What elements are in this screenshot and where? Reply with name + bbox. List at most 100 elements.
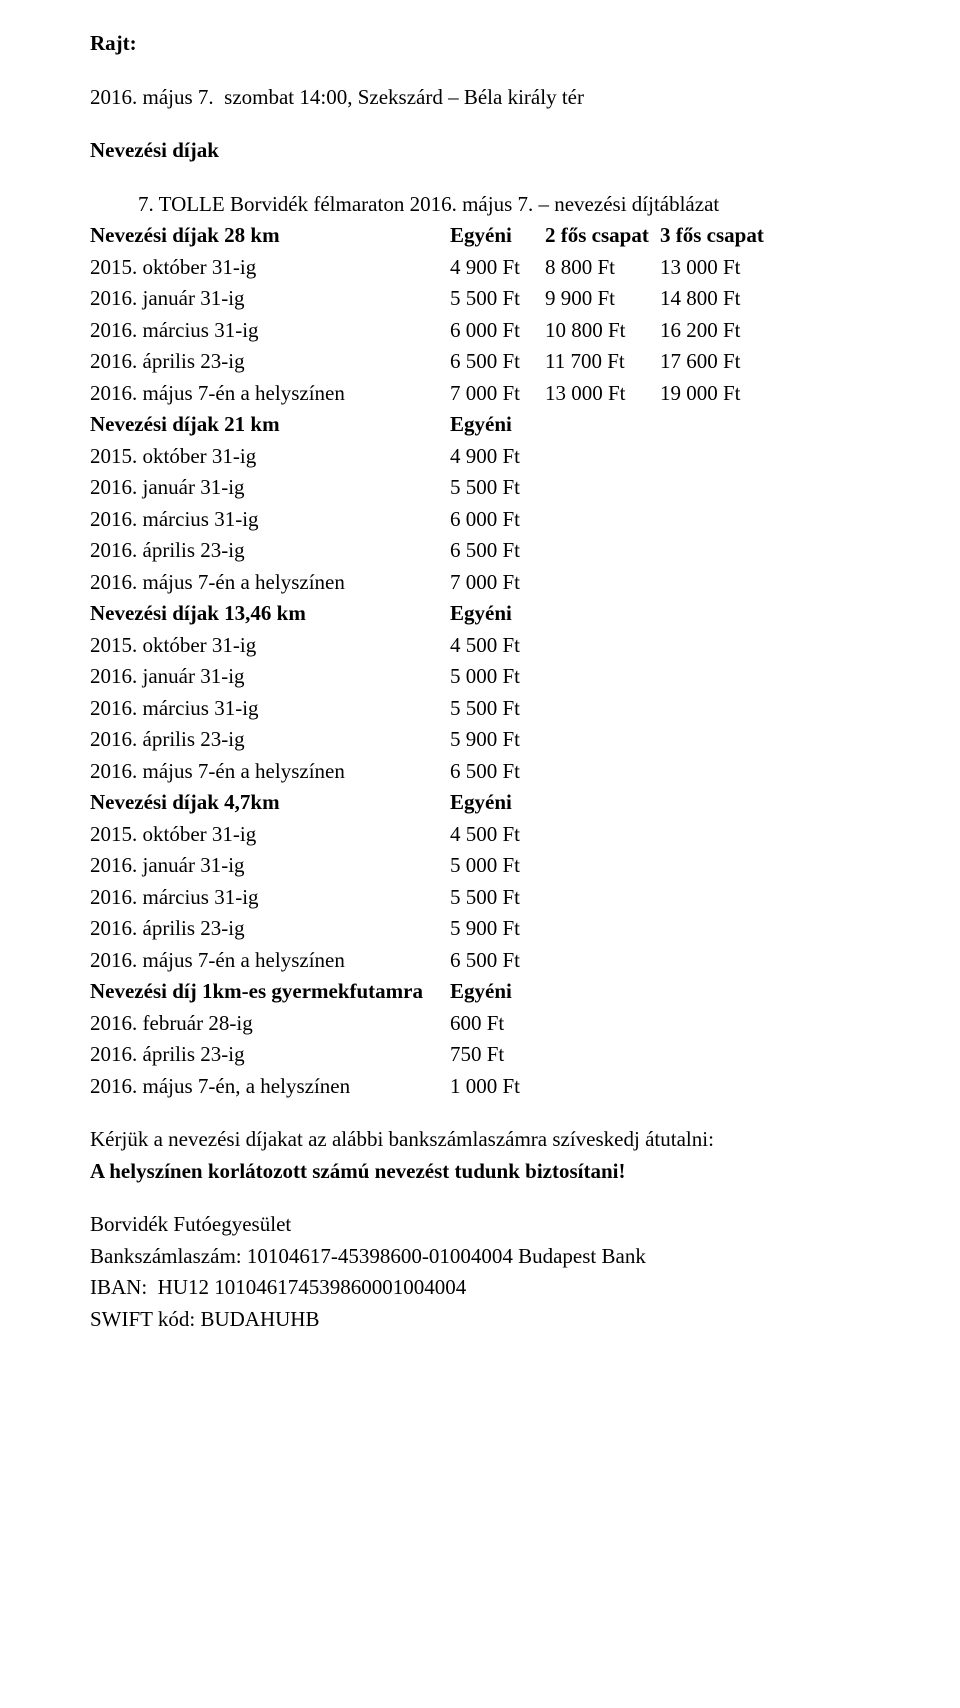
fees-row-value: 5 500 Ft <box>450 882 545 914</box>
fees-row-value: 13 000 Ft <box>545 378 660 410</box>
fees-row-label: 2015. október 31-ig <box>90 441 450 473</box>
fees-row-value <box>545 504 660 536</box>
fees-section-header: Nevezési díjak 21 kmEgyéni <box>90 409 780 441</box>
footer-iban: IBAN: HU12 101046174539860001004004 <box>90 1272 900 1304</box>
fees-section-header: Nevezési díjak 4,7kmEgyéni <box>90 787 780 819</box>
fees-row-value: 5 500 Ft <box>450 283 545 315</box>
heading-dijak: Nevezési díjak <box>90 135 900 167</box>
document-page: Rajt: 2016. május 7. szombat 14:00, Szek… <box>0 0 960 1375</box>
fees-row-value <box>545 756 660 788</box>
fees-row-value: 600 Ft <box>450 1008 545 1040</box>
fees-row-label: 2016. április 23-ig <box>90 535 450 567</box>
fees-row-value: 4 500 Ft <box>450 819 545 851</box>
fees-row-value <box>660 724 780 756</box>
fees-row-value <box>660 630 780 662</box>
fees-row-value <box>545 693 660 725</box>
fees-row-value: 10 800 Ft <box>545 315 660 347</box>
fees-row-label: 2015. október 31-ig <box>90 819 450 851</box>
fees-row-value <box>660 945 780 977</box>
fees-row: 2016. január 31-ig5 000 Ft <box>90 850 780 882</box>
fees-row: 2016. május 7-én, a helyszínen1 000 Ft <box>90 1071 780 1103</box>
fees-row-value <box>660 567 780 599</box>
fees-row-label: 2016. május 7-én a helyszínen <box>90 567 450 599</box>
fees-row-value: 14 800 Ft <box>660 283 780 315</box>
heading-rajt: Rajt: <box>90 28 900 60</box>
fees-header-col <box>545 787 660 819</box>
fees-row-value <box>660 535 780 567</box>
fees-header-col: Egyéni <box>450 598 545 630</box>
fees-row-value <box>660 882 780 914</box>
fees-row-value <box>545 567 660 599</box>
fees-row-label: 2016. január 31-ig <box>90 472 450 504</box>
fees-row-label: 2016. január 31-ig <box>90 283 450 315</box>
spacer <box>90 60 900 82</box>
fees-header-col <box>660 598 780 630</box>
fees-row-label: 2016. május 7-én a helyszínen <box>90 378 450 410</box>
fees-row: 2016. április 23-ig750 Ft <box>90 1039 780 1071</box>
spacer <box>90 167 900 189</box>
fees-header-col: Egyéni <box>450 976 545 1008</box>
fees-row-value: 19 000 Ft <box>660 378 780 410</box>
fees-row-value <box>545 724 660 756</box>
spacer <box>90 1187 900 1209</box>
fees-row: 2016. május 7-én a helyszínen6 500 Ft <box>90 756 780 788</box>
fees-row-value: 11 700 Ft <box>545 346 660 378</box>
fees-row-value <box>545 1008 660 1040</box>
fees-row-value: 7 000 Ft <box>450 378 545 410</box>
fees-row-value <box>660 913 780 945</box>
fees-row-value <box>660 693 780 725</box>
fees-row-value <box>545 913 660 945</box>
fees-row-value: 1 000 Ft <box>450 1071 545 1103</box>
fees-row-label: 2016. március 31-ig <box>90 315 450 347</box>
fees-row-value <box>660 756 780 788</box>
spacer <box>90 113 900 135</box>
fees-header-label: Nevezési díjak 4,7km <box>90 787 450 819</box>
fees-row-value: 6 000 Ft <box>450 504 545 536</box>
fees-row: 2015. október 31-ig4 900 Ft <box>90 441 780 473</box>
fees-row-value: 5 900 Ft <box>450 724 545 756</box>
fees-row: 2015. október 31-ig4 900 Ft8 800 Ft13 00… <box>90 252 780 284</box>
fees-row-label: 2016. április 23-ig <box>90 346 450 378</box>
fees-row-value <box>545 441 660 473</box>
fees-row-value: 7 000 Ft <box>450 567 545 599</box>
fees-row-value <box>545 882 660 914</box>
fees-row-value: 9 900 Ft <box>545 283 660 315</box>
fees-row: 2016. május 7-én a helyszínen6 500 Ft <box>90 945 780 977</box>
fees-row-value <box>660 504 780 536</box>
footer-bank: Bankszámlaszám: 10104617-45398600-010040… <box>90 1241 900 1273</box>
fees-row: 2016. május 7-én a helyszínen7 000 Ft <box>90 567 780 599</box>
fees-row-label: 2016. május 7-én, a helyszínen <box>90 1071 450 1103</box>
footer-line-1: Kérjük a nevezési díjakat az alábbi bank… <box>90 1124 900 1156</box>
fees-row-value: 5 000 Ft <box>450 661 545 693</box>
fees-row-value <box>660 1071 780 1103</box>
fees-row-value <box>545 945 660 977</box>
fees-row-value: 13 000 Ft <box>660 252 780 284</box>
fees-row-value <box>545 630 660 662</box>
fees-row-label: 2016. január 31-ig <box>90 850 450 882</box>
fees-header-col <box>545 976 660 1008</box>
fees-row-value: 6 500 Ft <box>450 346 545 378</box>
fees-row-value: 5 500 Ft <box>450 472 545 504</box>
fees-header-label: Nevezési díjak 21 km <box>90 409 450 441</box>
fees-row-value <box>545 1039 660 1071</box>
fees-row-label: 2016. február 28-ig <box>90 1008 450 1040</box>
fees-row-value: 4 900 Ft <box>450 441 545 473</box>
fees-row: 2016. január 31-ig5 000 Ft <box>90 661 780 693</box>
fees-row-value <box>545 472 660 504</box>
fees-row-label: 2016. április 23-ig <box>90 913 450 945</box>
fees-row-label: 2016. március 31-ig <box>90 504 450 536</box>
fees-row: 2016. március 31-ig5 500 Ft <box>90 693 780 725</box>
fees-row: 2015. október 31-ig4 500 Ft <box>90 630 780 662</box>
fees-row-value: 750 Ft <box>450 1039 545 1071</box>
fees-row-value: 6 000 Ft <box>450 315 545 347</box>
fees-row: 2016. január 31-ig5 500 Ft <box>90 472 780 504</box>
fees-row-value <box>660 819 780 851</box>
fees-row-label: 2016. január 31-ig <box>90 661 450 693</box>
fees-row-value <box>545 1071 660 1103</box>
fees-row-value <box>545 819 660 851</box>
fees-row-label: 2016. március 31-ig <box>90 882 450 914</box>
fees-row-label: 2015. október 31-ig <box>90 630 450 662</box>
fees-row-label: 2016. május 7-én a helyszínen <box>90 756 450 788</box>
fees-row-label: 2016. április 23-ig <box>90 1039 450 1071</box>
fees-row-value: 6 500 Ft <box>450 535 545 567</box>
